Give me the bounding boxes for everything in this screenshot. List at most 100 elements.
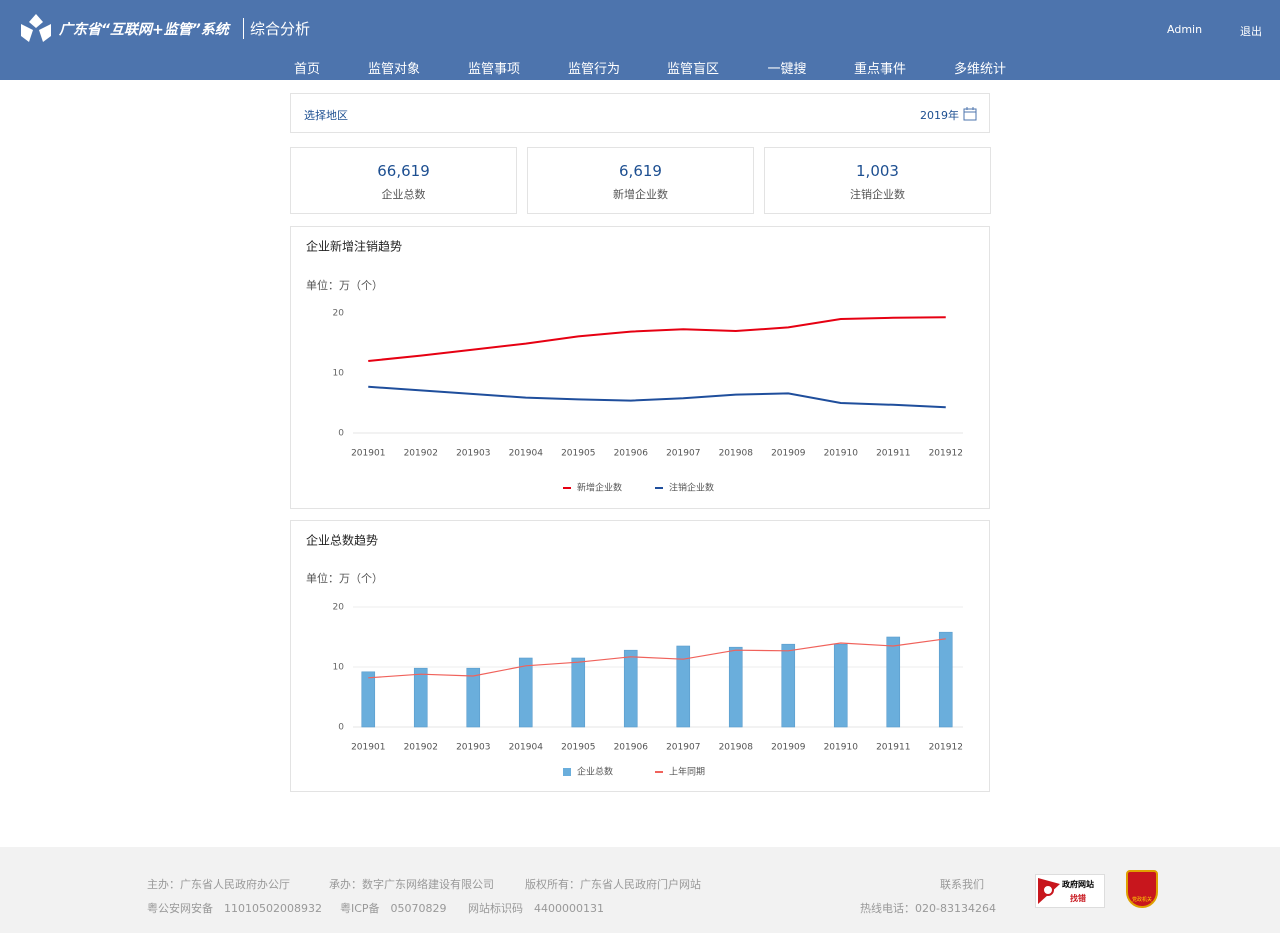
- footer: 主办：广东省人民政府办公厅 承办：数字广东网络建设有限公司 版权所有：广东省人民政府…: [0, 847, 1280, 933]
- stat-value: 66,619: [377, 162, 430, 180]
- x-tick-label: 201905: [561, 743, 595, 753]
- logo: [21, 14, 51, 42]
- stat-value: 1,003: [856, 162, 899, 180]
- hotline: 热线电话：020-83134264: [860, 902, 996, 915]
- x-tick-label: 201911: [876, 449, 910, 459]
- badge-text: 找错: [1070, 894, 1086, 903]
- stat-card: 1,003 注销企业数: [764, 147, 991, 214]
- bar: [676, 645, 691, 728]
- x-tick-label: 201903: [456, 449, 490, 459]
- user-name[interactable]: Admin: [1167, 23, 1203, 36]
- contact[interactable]: 联系我们: [940, 878, 984, 891]
- y-tick-label: 20: [333, 603, 345, 613]
- line: [368, 638, 946, 679]
- bar: [938, 631, 953, 728]
- logout[interactable]: 退出: [1240, 25, 1262, 38]
- badge-text: 政府网站: [1062, 880, 1094, 889]
- bar: [361, 671, 376, 728]
- stat-label: 新增企业数: [613, 188, 668, 201]
- header: 广东省“互联网+监管”系统 综合分析 Admin 退出 首页 监管对象 监管事项 监管…: [0, 0, 1280, 84]
- line: [368, 385, 946, 409]
- footer-text: 主办：广东省人民政府办公厅: [147, 878, 290, 891]
- filter-bar: 选择地区 2019年: [290, 93, 990, 133]
- x-tick-label: 201906: [614, 743, 649, 753]
- bar: [571, 657, 586, 728]
- footer-text: 承办：数字广东网络建设有限公司: [329, 878, 494, 891]
- x-tick-label: 201912: [929, 449, 963, 459]
- unit-label: 单位：万（个）: [306, 571, 383, 585]
- x-tick-label: 201907: [666, 449, 700, 459]
- region-select[interactable]: 选择地区: [304, 109, 348, 122]
- x-tick-label: 201911: [876, 743, 910, 753]
- badge-icon: [1038, 878, 1060, 904]
- year-select[interactable]: 2019年: [920, 109, 959, 122]
- chart-title: 企业新增注销趋势: [306, 239, 402, 254]
- x-tick-label: 201904: [509, 449, 544, 459]
- x-tick-label: 201901: [351, 449, 385, 459]
- bar: [623, 649, 638, 728]
- gov-badge[interactable]: 政府网站 找错: [1035, 874, 1105, 908]
- nav-item[interactable]: 一键搜: [767, 62, 807, 77]
- stat-label: 企业总数: [381, 188, 426, 201]
- nav-item[interactable]: 多维统计: [953, 62, 1007, 77]
- y-tick-label: 10: [333, 663, 345, 673]
- y-tick-label: 10: [333, 369, 345, 379]
- chart-title: 企业总数趋势: [306, 533, 378, 548]
- x-tick-label: 201909: [771, 743, 806, 753]
- bar: [728, 646, 743, 728]
- chart-card: 企业总数趋势 单位：万（个） 0 10 20 201901 201902 201903 2019…: [290, 520, 990, 792]
- shield-text: 党政机关: [1131, 897, 1152, 903]
- legend-label: 企业总数: [577, 766, 613, 778]
- bar: [518, 657, 533, 728]
- legend-label: 新增企业数: [577, 482, 622, 494]
- x-tick-label: 201910: [824, 449, 859, 459]
- x-tick-label: 201901: [351, 743, 385, 753]
- footer-text: 粤公安网安备 11010502008932: [147, 902, 322, 915]
- stat-label: 注销企业数: [850, 188, 905, 201]
- x-tick-label: 201906: [614, 449, 649, 459]
- footer-text: 网站标识码 4400000131: [468, 902, 604, 915]
- footer-text: 粤ICP备 05070829: [340, 902, 447, 915]
- y-tick-label: 0: [338, 429, 344, 439]
- x-tick-label: 201902: [404, 743, 438, 753]
- x-tick-label: 201908: [719, 743, 754, 753]
- bar: [833, 643, 848, 728]
- stat-value: 6,619: [619, 162, 662, 180]
- stat-card: 66,619 企业总数: [290, 147, 517, 214]
- nav-item[interactable]: 监管行为: [567, 62, 621, 77]
- nav-item[interactable]: 监管对象: [367, 58, 421, 84]
- shield-badge[interactable]: 党政机关: [1126, 870, 1158, 908]
- x-tick-label: 201908: [719, 449, 754, 459]
- bar: [781, 643, 796, 728]
- nav-item[interactable]: 重点事件: [853, 62, 907, 77]
- x-tick-label: 201903: [456, 743, 490, 753]
- x-tick-label: 201902: [404, 449, 438, 459]
- footer-text: 版权所有：广东省人民政府门户网站: [525, 878, 701, 891]
- bar: [886, 636, 901, 728]
- x-tick-label: 201904: [509, 743, 544, 753]
- chart-card: 企业新增注销趋势 单位：万（个） 0 10 20 201901 201902 201903 20…: [290, 226, 990, 509]
- unit-label: 单位：万（个）: [306, 278, 383, 292]
- page-subtitle: 综合分析: [243, 18, 310, 39]
- y-tick-label: 0: [338, 723, 344, 733]
- legend-swatch: [563, 768, 571, 776]
- bar: [413, 667, 428, 728]
- calendar-icon[interactable]: [963, 107, 977, 121]
- nav-item[interactable]: 监管事项: [467, 62, 521, 77]
- y-tick-label: 20: [333, 309, 345, 319]
- nav-item[interactable]: 监管盲区: [666, 62, 720, 77]
- stat-card: 6,619 新增企业数: [527, 147, 754, 214]
- legend-label: 注销企业数: [669, 482, 714, 494]
- bar: [466, 667, 481, 728]
- x-tick-label: 201909: [771, 449, 806, 459]
- x-tick-label: 201907: [666, 743, 700, 753]
- x-tick-label: 201910: [824, 743, 859, 753]
- line: [368, 316, 946, 362]
- x-tick-label: 201905: [561, 449, 595, 459]
- x-tick-label: 201912: [929, 743, 963, 753]
- nav-item[interactable]: 首页: [293, 62, 321, 77]
- system-title: 广东省“互联网+监管”系统: [59, 22, 229, 38]
